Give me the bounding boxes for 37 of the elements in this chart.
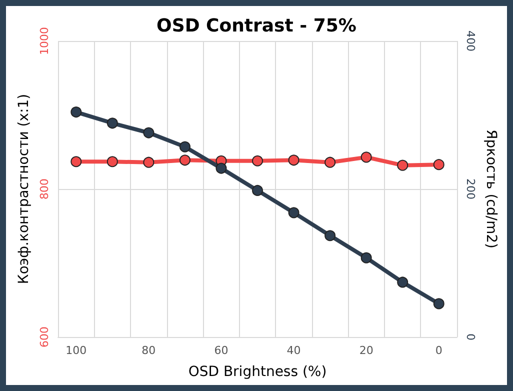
point — [143, 127, 154, 138]
y-tick-label: 800 — [38, 178, 51, 200]
chart-title: OSD Contrast - 75% — [156, 16, 356, 36]
point — [360, 152, 372, 163]
point — [324, 156, 336, 168]
point — [143, 156, 154, 168]
point — [324, 230, 336, 242]
point — [106, 156, 118, 168]
y-axis-title: Коэф.контрастности (x:1) — [16, 94, 32, 284]
y2-tick-label: 400 — [464, 30, 477, 52]
y-tick-label: 600 — [38, 326, 51, 348]
x-tick-label: 20 — [359, 344, 374, 357]
point — [70, 106, 82, 118]
point — [179, 154, 190, 166]
point — [252, 184, 263, 196]
point — [360, 252, 372, 264]
y2-tick-label: 0 — [464, 334, 477, 340]
point — [106, 118, 118, 129]
x-tick-label: 80 — [142, 344, 156, 357]
point — [397, 276, 408, 288]
y2-tick-label: 200 — [464, 178, 477, 200]
point — [288, 207, 300, 218]
point — [433, 298, 444, 310]
point — [70, 156, 82, 168]
point — [252, 155, 263, 166]
point — [216, 162, 227, 174]
x-axis-title: OSD Brightness (%) — [188, 364, 327, 380]
x-tick-label: 0 — [435, 344, 442, 357]
point — [433, 159, 444, 170]
x-tick-label: 100 — [66, 344, 87, 357]
x-tick-label: 60 — [214, 344, 228, 357]
point — [179, 141, 190, 152]
point — [397, 160, 408, 171]
point — [288, 154, 300, 166]
x-tick-label: 40 — [286, 344, 301, 357]
y-tick-label: 1000 — [38, 27, 51, 55]
y2-axis-title: Яркость (cd/m2) — [482, 130, 499, 248]
